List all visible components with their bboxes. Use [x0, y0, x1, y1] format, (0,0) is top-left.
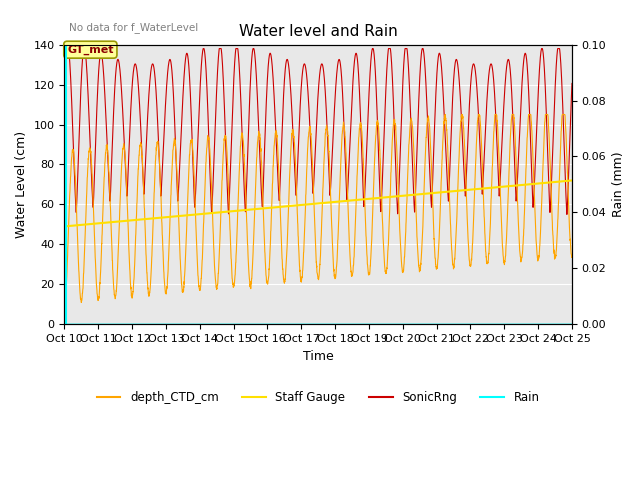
Y-axis label: Water Level (cm): Water Level (cm) [15, 131, 28, 238]
Text: No data for f_WaterLevel: No data for f_WaterLevel [70, 22, 199, 33]
Legend: depth_CTD_cm, Staff Gauge, SonicRng, Rain: depth_CTD_cm, Staff Gauge, SonicRng, Rai… [92, 386, 544, 408]
Title: Water level and Rain: Water level and Rain [239, 24, 397, 39]
Text: GT_met: GT_met [67, 45, 114, 55]
X-axis label: Time: Time [303, 349, 333, 362]
Y-axis label: Rain (mm): Rain (mm) [612, 152, 625, 217]
